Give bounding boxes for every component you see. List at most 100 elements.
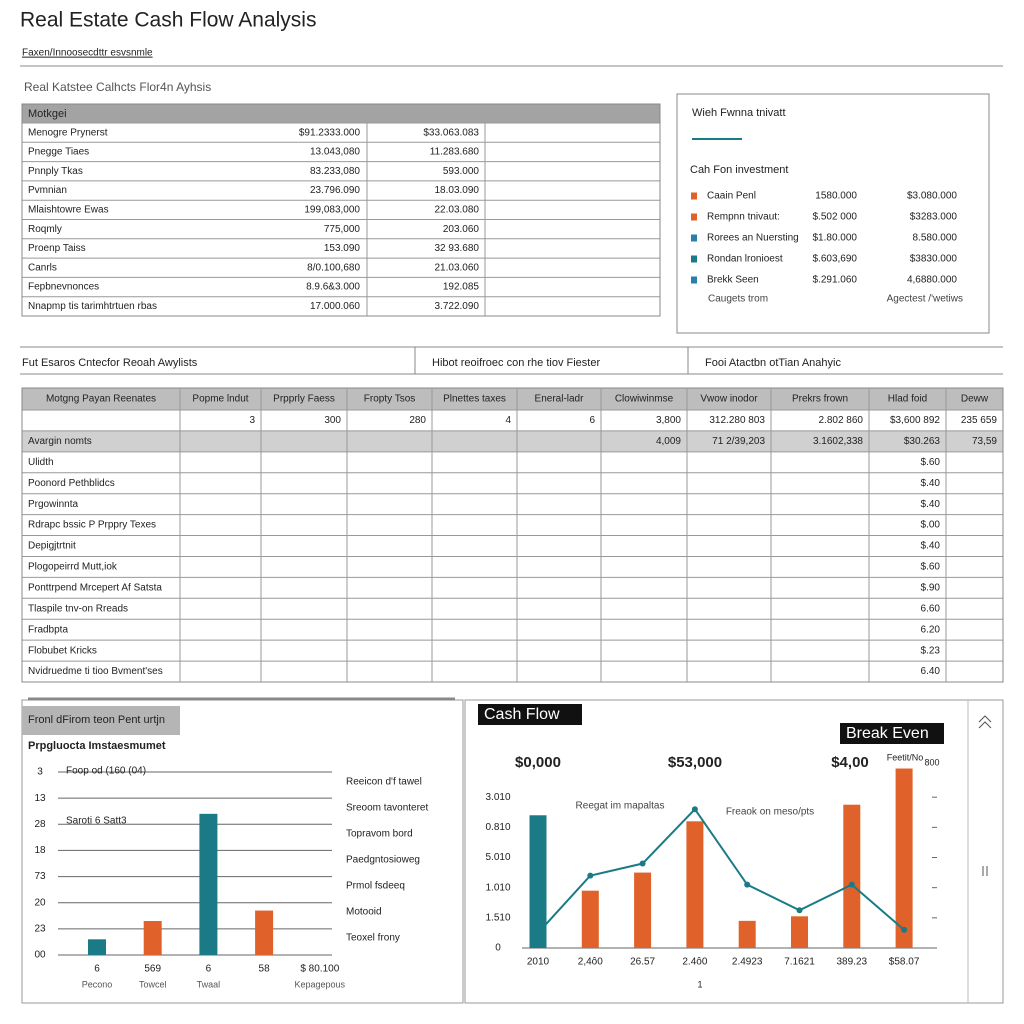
grid-header: Motgng Payan Reenates <box>46 394 156 405</box>
grid-cell: 71 2/39,203 <box>712 436 765 447</box>
chevron <box>978 715 992 729</box>
row-value: $33.063.083 <box>423 127 479 138</box>
y-tick-label: 0.810 <box>485 822 510 833</box>
y-tick-label: 20 <box>34 897 46 908</box>
bar <box>895 768 913 948</box>
grid-cell: 4 <box>505 415 511 426</box>
y-tick-label: 1.010 <box>485 882 510 893</box>
chart-title: Fronl dFirom teon Pent urtjn <box>28 714 165 726</box>
x-tick-label: 389.23 <box>837 957 868 968</box>
row-label: Roqmly <box>28 224 62 235</box>
x-tick-label: 569 <box>144 964 161 975</box>
bar <box>738 920 756 948</box>
grid-header: Deww <box>961 394 989 405</box>
line-point <box>691 806 698 813</box>
top-label: $53,000 <box>668 754 722 771</box>
row-value: 192.085 <box>443 282 480 293</box>
panel-footer: Agectest /'wetiws <box>887 294 963 305</box>
bar <box>791 916 808 948</box>
item-value: 8.580.000 <box>913 233 958 244</box>
row-label: Menogre Prynerst <box>28 127 108 138</box>
chart-title-bg <box>478 704 582 725</box>
row-value: 18.03.090 <box>435 185 480 196</box>
section-heading: Fut Esaros Cntecfor Reoah Awylists <box>22 357 198 369</box>
grid-cell: $.90 <box>921 582 941 593</box>
grid-cell: Nvidruedme ti tioo Bvment'ses <box>28 666 163 677</box>
bar <box>88 939 106 955</box>
top-label: $0,000 <box>515 754 561 771</box>
legend-swatch <box>691 234 697 242</box>
row-value: $91.2333.000 <box>299 127 361 138</box>
grid-cell: Ulidth <box>28 457 54 468</box>
grid-cell: Fradbpta <box>28 624 68 635</box>
line-point <box>639 860 646 867</box>
bar <box>581 890 599 948</box>
x-tick-label: 2010 <box>527 957 550 968</box>
item-value: $1.80.000 <box>813 233 858 244</box>
item-value: $.291.060 <box>813 275 858 286</box>
grid-cell: Depigjtrtnit <box>28 541 76 552</box>
y-tick-label: 0 <box>495 943 501 954</box>
y-tick-label: 73 <box>34 871 46 882</box>
note: Prmol fsdeeq <box>346 881 405 892</box>
line-point <box>796 907 803 914</box>
x-tick-label: 7.1621 <box>784 957 815 968</box>
y-tick-label: 23 <box>34 923 46 934</box>
panel-title: Wieh Fwnna tnivatt <box>692 107 786 119</box>
row-value: 8/0.100,680 <box>307 262 360 273</box>
grid-cell: Prgowinnta <box>28 499 78 510</box>
y-tick-label: 18 <box>34 845 46 856</box>
grid-header: Prekrs frown <box>792 394 848 405</box>
item-label: Brekk Seen <box>707 275 759 286</box>
grid-cell: $30.263 <box>904 436 941 447</box>
item-value: $3830.000 <box>910 254 958 265</box>
item-label: Rempnn tnivaut: <box>707 212 780 223</box>
item-value: $3.080.000 <box>907 191 957 202</box>
y-tick-label: 3 <box>37 767 43 778</box>
item-label: Caain Penl <box>707 191 756 202</box>
table-header: Motkgei <box>28 108 67 120</box>
grid-cell: 6.20 <box>921 624 941 635</box>
grid-header: Fropty Tsos <box>364 394 416 405</box>
row-value: 32 93.680 <box>435 243 480 254</box>
grid-cell: 6.40 <box>921 666 941 677</box>
row-value: 21.03.060 <box>435 262 480 273</box>
bar <box>529 815 547 948</box>
row-value: 199,083,000 <box>304 204 360 215</box>
annotation: Foop od (160 (04) <box>66 766 146 777</box>
grid-header: Popme lndut <box>192 394 248 405</box>
annotation: Break Even <box>846 725 929 742</box>
x-tick-label: 58 <box>259 964 271 975</box>
note: Motooid <box>346 907 382 918</box>
grid-cell: $.00 <box>921 520 941 531</box>
line-point <box>848 881 855 888</box>
y-tick-label: 13 <box>34 793 46 804</box>
grid-cell: $3,600 892 <box>890 415 940 426</box>
legend-swatch <box>691 255 697 263</box>
note: Teoxel frony <box>346 933 400 944</box>
row-value: 3.722.090 <box>435 301 480 312</box>
note: Sreoom tavonteret <box>346 803 428 814</box>
row-value: 203.060 <box>443 224 480 235</box>
item-value: 4,6880.000 <box>907 275 957 286</box>
grid-cell: 280 <box>409 415 426 426</box>
legend-swatch <box>691 276 697 284</box>
line-point <box>587 872 594 879</box>
section-heading: Hibot reoifroec con rhe tiov Fiester <box>432 357 600 369</box>
handle <box>982 866 988 876</box>
line <box>537 807 905 934</box>
x-footer: 1 <box>697 979 702 989</box>
chart-title: Cash Flow <box>484 706 560 723</box>
grid-cell: 300 <box>324 415 341 426</box>
item-value: $.603,690 <box>813 254 858 265</box>
x-tick-label: 2,4ô0 <box>578 957 603 968</box>
y-tick-label: 28 <box>34 819 46 830</box>
grid-cell: Plogopeirrd Mutt,iok <box>28 562 118 573</box>
grid-header-bg <box>22 388 1003 410</box>
item-label: Rondan lronioest <box>707 254 783 265</box>
x-sublabel: Kepagepous <box>295 979 346 989</box>
row-value: 153.090 <box>324 243 361 254</box>
x-sublabel: Towcel <box>139 979 167 989</box>
item-value: $3283.000 <box>910 212 958 223</box>
